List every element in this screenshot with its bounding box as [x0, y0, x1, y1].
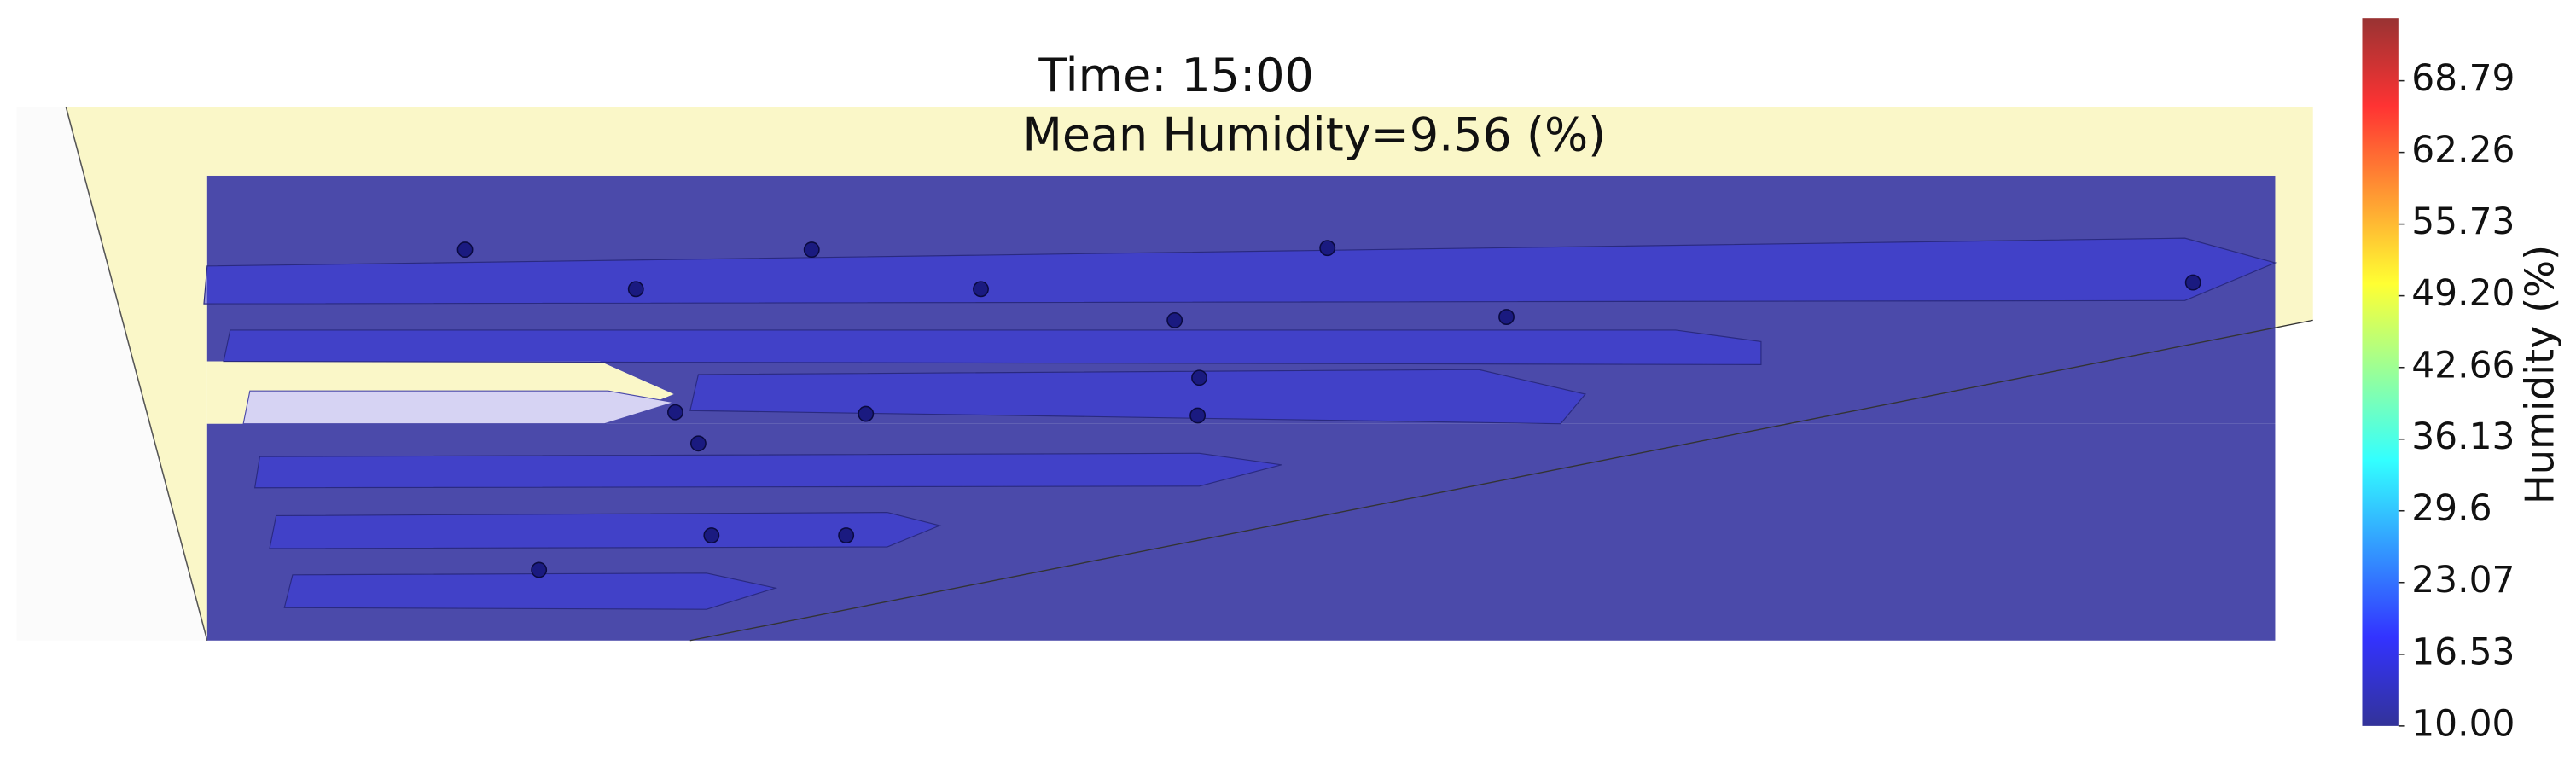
- colorbar: [2362, 18, 2399, 726]
- sensor: [667, 404, 683, 421]
- floor-plan: [16, 106, 2313, 642]
- outside-area: [16, 107, 207, 641]
- sensor: [531, 561, 548, 578]
- colorbar-tick-label: 36.13: [2411, 415, 2515, 457]
- colorbar-tick-label: 55.73: [2411, 200, 2515, 242]
- sensor: [689, 435, 707, 452]
- shelf: [269, 512, 942, 549]
- shelf: [689, 369, 1586, 425]
- colorbar-tick-label: 23.07: [2411, 559, 2515, 601]
- colorbar-label: Humidity (%): [2517, 245, 2563, 504]
- sensor: [1166, 311, 1183, 328]
- colorbar-tick-label: 29.6: [2411, 487, 2492, 529]
- sensor: [838, 527, 855, 544]
- shelf: [283, 572, 778, 610]
- sensor: [627, 281, 644, 298]
- colorbar-tick-label: 10.00: [2411, 702, 2515, 744]
- shelf: [223, 329, 1762, 365]
- chart-subtitle: Mean Humidity=9.56 (%): [1022, 107, 1606, 161]
- colorbar-tick-label: 68.79: [2411, 57, 2515, 99]
- colorbar-tick-label: 62.26: [2411, 129, 2515, 171]
- sensor: [1189, 407, 1207, 424]
- colorbar-tick-label: 49.20: [2411, 272, 2515, 314]
- colorbar-tick-label: 16.53: [2411, 630, 2515, 672]
- shelf: [242, 390, 674, 425]
- colorbar-tick-label: 42.66: [2411, 344, 2515, 386]
- shelf: [253, 452, 1282, 489]
- sensor: [1191, 369, 1207, 386]
- chart-title: Time: 15:00: [1038, 49, 1313, 102]
- sensor: [1498, 309, 1515, 325]
- wall-line: [65, 106, 208, 641]
- wall-line: [689, 319, 2313, 642]
- sensor: [1319, 240, 1336, 257]
- sensor: [456, 241, 474, 259]
- sensor: [703, 527, 720, 544]
- sensor: [973, 281, 989, 298]
- sensor: [858, 405, 875, 422]
- sensor: [803, 241, 820, 259]
- background-area: [66, 107, 2313, 641]
- shelf: [203, 237, 2277, 305]
- sensor: [2184, 274, 2201, 291]
